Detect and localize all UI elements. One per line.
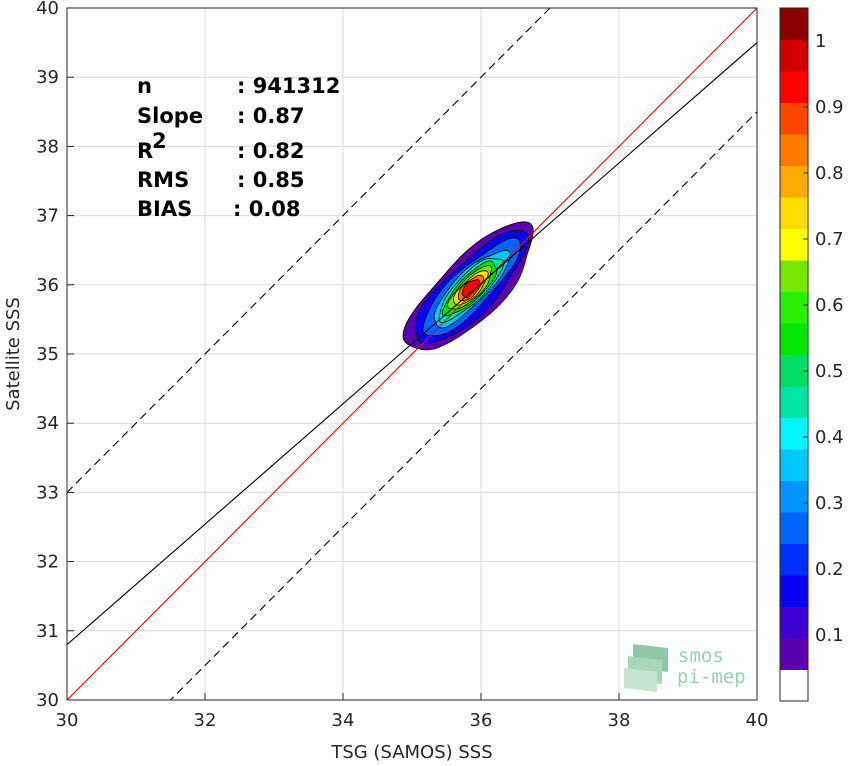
logo-icon [624,644,668,692]
stat-value: : 0.85 [237,168,305,192]
colorbar-segment [780,543,808,576]
y-axis-title: Satellite SSS [3,297,24,411]
colorbar-segment [780,480,808,513]
colorbar-segment [780,71,808,103]
y-tick-label: 39 [36,67,59,88]
colorbar-tick-label: 0.4 [815,427,844,448]
reference-lines [67,8,757,700]
stat-label: Slope [137,104,203,128]
stat-label: BIAS [137,197,192,221]
colorbar-tick-label: 0.6 [815,295,844,316]
x-tick-label: 40 [746,710,769,731]
colorbar-segment [780,134,808,166]
lower-bound-line [169,111,757,700]
colorbar-segment [780,291,808,324]
stat-value: : 941312 [237,74,340,98]
colorbar-frame [779,7,809,702]
y-tick-label: 40 [36,0,59,19]
colorbar-segment [780,323,808,355]
logo-text-line1: smos [678,645,724,667]
colorbar-tick-label: 0.2 [815,559,844,580]
y-tick-label: 31 [36,621,59,642]
colorbar-segment [780,260,808,292]
y-tick-label: 37 [36,206,59,227]
x-axis-ticks: 30 32 34 36 38 40 [56,693,769,731]
colorbar-segment [780,197,808,229]
y-tick-label: 35 [36,344,59,365]
x-tick-label: 30 [56,710,79,731]
colorbar-segment [780,102,808,135]
colorbar: 0.1 0.2 0.3 0.4 0.5 0.6 0.7 0.8 0.9 1 [779,7,844,702]
colorbar-tick-label: 0.7 [815,229,844,250]
stat-label: n [137,74,152,98]
y-axis-ticks: 30 31 32 33 34 35 36 37 38 39 40 [36,0,74,711]
colorbar-segment [780,638,808,670]
y-tick-label: 33 [36,482,59,503]
colorbar-segment [780,386,808,418]
colorbar-segment [780,512,808,544]
y-tick-label: 32 [36,552,59,573]
y-tick-label: 34 [36,413,59,434]
stat-value: : 0.87 [237,104,305,128]
x-tick-label: 34 [332,710,355,731]
y-tick-label: 30 [36,690,59,711]
colorbar-tick-label: 0.1 [815,625,844,646]
regression-line [67,42,757,646]
x-tick-label: 36 [470,710,493,731]
colorbar-segment [780,39,808,72]
colorbar-segment [780,228,808,261]
colorbar-segment [780,449,808,481]
stats-box: n : 941312 Slope : 0.87 R2 : 0.82 RMS : 0.85 BIA… [137,74,340,221]
stat-label: R [137,139,153,163]
stat-value: : 0.82 [237,139,305,163]
one-to-one-line [67,8,757,700]
x-tick-label: 32 [194,710,217,731]
colorbar-segment [780,8,808,40]
colorbar-segment [780,417,808,450]
colorbar-tick-label: 0.8 [815,163,844,184]
colorbar-tick-label: 1 [815,31,826,52]
colorbar-segment [780,606,808,639]
stat-label: RMS [137,168,189,192]
y-tick-label: 36 [36,275,59,296]
stat-value: : 0.08 [233,197,301,221]
y-tick-label: 38 [36,136,59,157]
colorbar-segment [780,575,808,607]
colorbar-segment [780,669,808,702]
x-axis-title: TSG (SAMOS) SSS [330,742,492,763]
colorbar-tick-label: 0.5 [815,361,844,382]
logo-text-line2: pi-mep [677,666,746,688]
colorbar-tick-label: 0.3 [815,493,844,514]
smos-pi-mep-logo: smos pi-mep [624,644,746,692]
colorbar-segment [780,165,808,198]
upper-bound-line [67,8,551,493]
x-tick-label: 38 [608,710,631,731]
colorbar-tick-label: 0.9 [815,97,844,118]
stat-superscript: 2 [152,129,167,153]
